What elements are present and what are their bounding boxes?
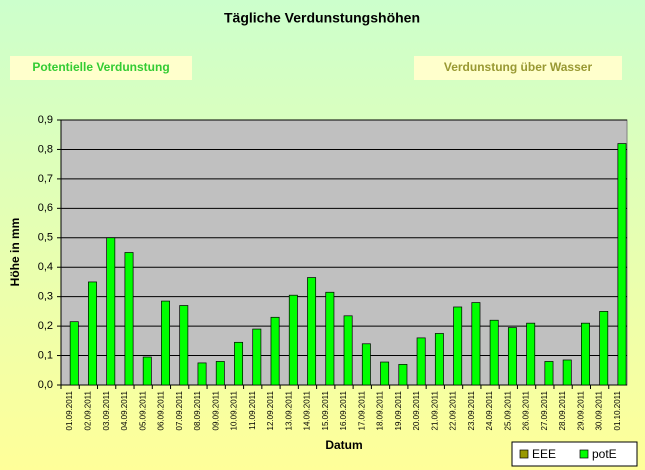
bar <box>69 321 79 386</box>
annotation-box <box>10 56 192 80</box>
x-tick-label: 30.09.2011 <box>595 390 604 430</box>
x-tick-label: 03.09.2011 <box>102 390 111 430</box>
legend-label: potE <box>592 447 617 461</box>
x-tick-label: 04.09.2011 <box>120 390 129 430</box>
x-tick-label: 19.09.2011 <box>394 390 403 430</box>
bar <box>197 362 207 386</box>
x-tick-label: 07.09.2011 <box>175 390 184 430</box>
x-tick-label: 08.09.2011 <box>193 390 202 430</box>
x-tick-label: 29.09.2011 <box>576 390 585 430</box>
y-tick-label: 0,7 <box>38 173 53 185</box>
y-tick-label: 0,0 <box>38 379 53 391</box>
bar <box>343 315 353 386</box>
x-tick-label: 02.09.2011 <box>83 390 92 430</box>
annotation: Potentielle Verdunstung <box>32 60 169 74</box>
bar <box>526 322 536 386</box>
bar <box>562 359 572 386</box>
x-tick-label: 12.09.2011 <box>266 390 275 430</box>
y-tick-label: 0,8 <box>38 143 53 155</box>
bar <box>124 252 134 386</box>
bar <box>234 341 244 386</box>
bar <box>434 333 444 386</box>
x-tick-label: 23.09.2011 <box>467 390 476 430</box>
y-tick-label: 0,9 <box>38 114 53 126</box>
y-tick-label: 0,3 <box>38 291 53 303</box>
x-tick-label: 10.09.2011 <box>230 390 239 430</box>
bar <box>507 327 517 386</box>
x-tick-label: 22.09.2011 <box>449 390 458 430</box>
legend <box>511 441 638 467</box>
x-tick-label: 26.09.2011 <box>522 390 531 430</box>
bar <box>179 305 189 386</box>
x-tick-label: 14.09.2011 <box>303 390 312 430</box>
x-tick-label: 01.09.2011 <box>65 390 74 430</box>
x-tick-label: 09.09.2011 <box>211 390 220 430</box>
bar <box>398 364 408 386</box>
bar <box>453 306 463 386</box>
bar <box>471 302 481 386</box>
y-axis-label: Höhe in mm <box>8 218 22 287</box>
bar <box>599 311 609 386</box>
x-tick-label: 06.09.2011 <box>157 390 166 430</box>
legend-swatch <box>579 449 589 459</box>
bar <box>252 328 262 386</box>
y-tick-label: 0,4 <box>38 261 53 273</box>
x-tick-label: 20.09.2011 <box>412 390 421 430</box>
bar <box>325 291 335 386</box>
bar <box>142 356 152 386</box>
bar <box>215 361 225 386</box>
legend-swatch <box>519 449 529 459</box>
bar <box>270 316 280 386</box>
annotation: Verdunstung über Wasser <box>444 60 593 74</box>
bar <box>416 337 426 386</box>
x-tick-label: 25.09.2011 <box>503 390 512 430</box>
bar <box>88 281 97 386</box>
x-tick-label: 15.09.2011 <box>321 390 330 430</box>
x-tick-label: 24.09.2011 <box>485 390 494 430</box>
x-tick-label: 01.10.2011 <box>613 390 622 430</box>
y-tick-label: 0,1 <box>38 349 53 361</box>
bar <box>380 361 390 386</box>
x-tick-label: 28.09.2011 <box>558 390 567 430</box>
x-tick-label: 27.09.2011 <box>540 390 549 430</box>
x-tick-label: 11.09.2011 <box>248 390 257 429</box>
y-tick-label: 0,6 <box>38 202 53 214</box>
x-tick-label: 05.09.2011 <box>138 390 147 430</box>
x-tick-label: 21.09.2011 <box>430 390 439 430</box>
legend-label: EEE <box>532 447 556 461</box>
bar <box>544 361 554 386</box>
bar <box>161 300 170 386</box>
annotation-box <box>414 56 622 80</box>
x-tick-label: 17.09.2011 <box>357 390 366 430</box>
chart-title: Tägliche Verdunstungshöhen <box>224 10 420 26</box>
bar <box>106 237 116 386</box>
x-tick-label: 13.09.2011 <box>284 390 293 430</box>
bar <box>288 294 298 386</box>
x-tick-label: 16.09.2011 <box>339 390 348 430</box>
bar <box>307 277 317 386</box>
y-tick-label: 0,5 <box>38 232 53 244</box>
bar <box>361 343 371 386</box>
bar <box>617 143 627 386</box>
x-axis-label: Datum <box>325 438 362 452</box>
y-tick-label: 0,2 <box>38 320 53 332</box>
x-tick-label: 18.09.2011 <box>376 390 385 430</box>
bar <box>489 319 499 386</box>
bar <box>581 322 590 386</box>
